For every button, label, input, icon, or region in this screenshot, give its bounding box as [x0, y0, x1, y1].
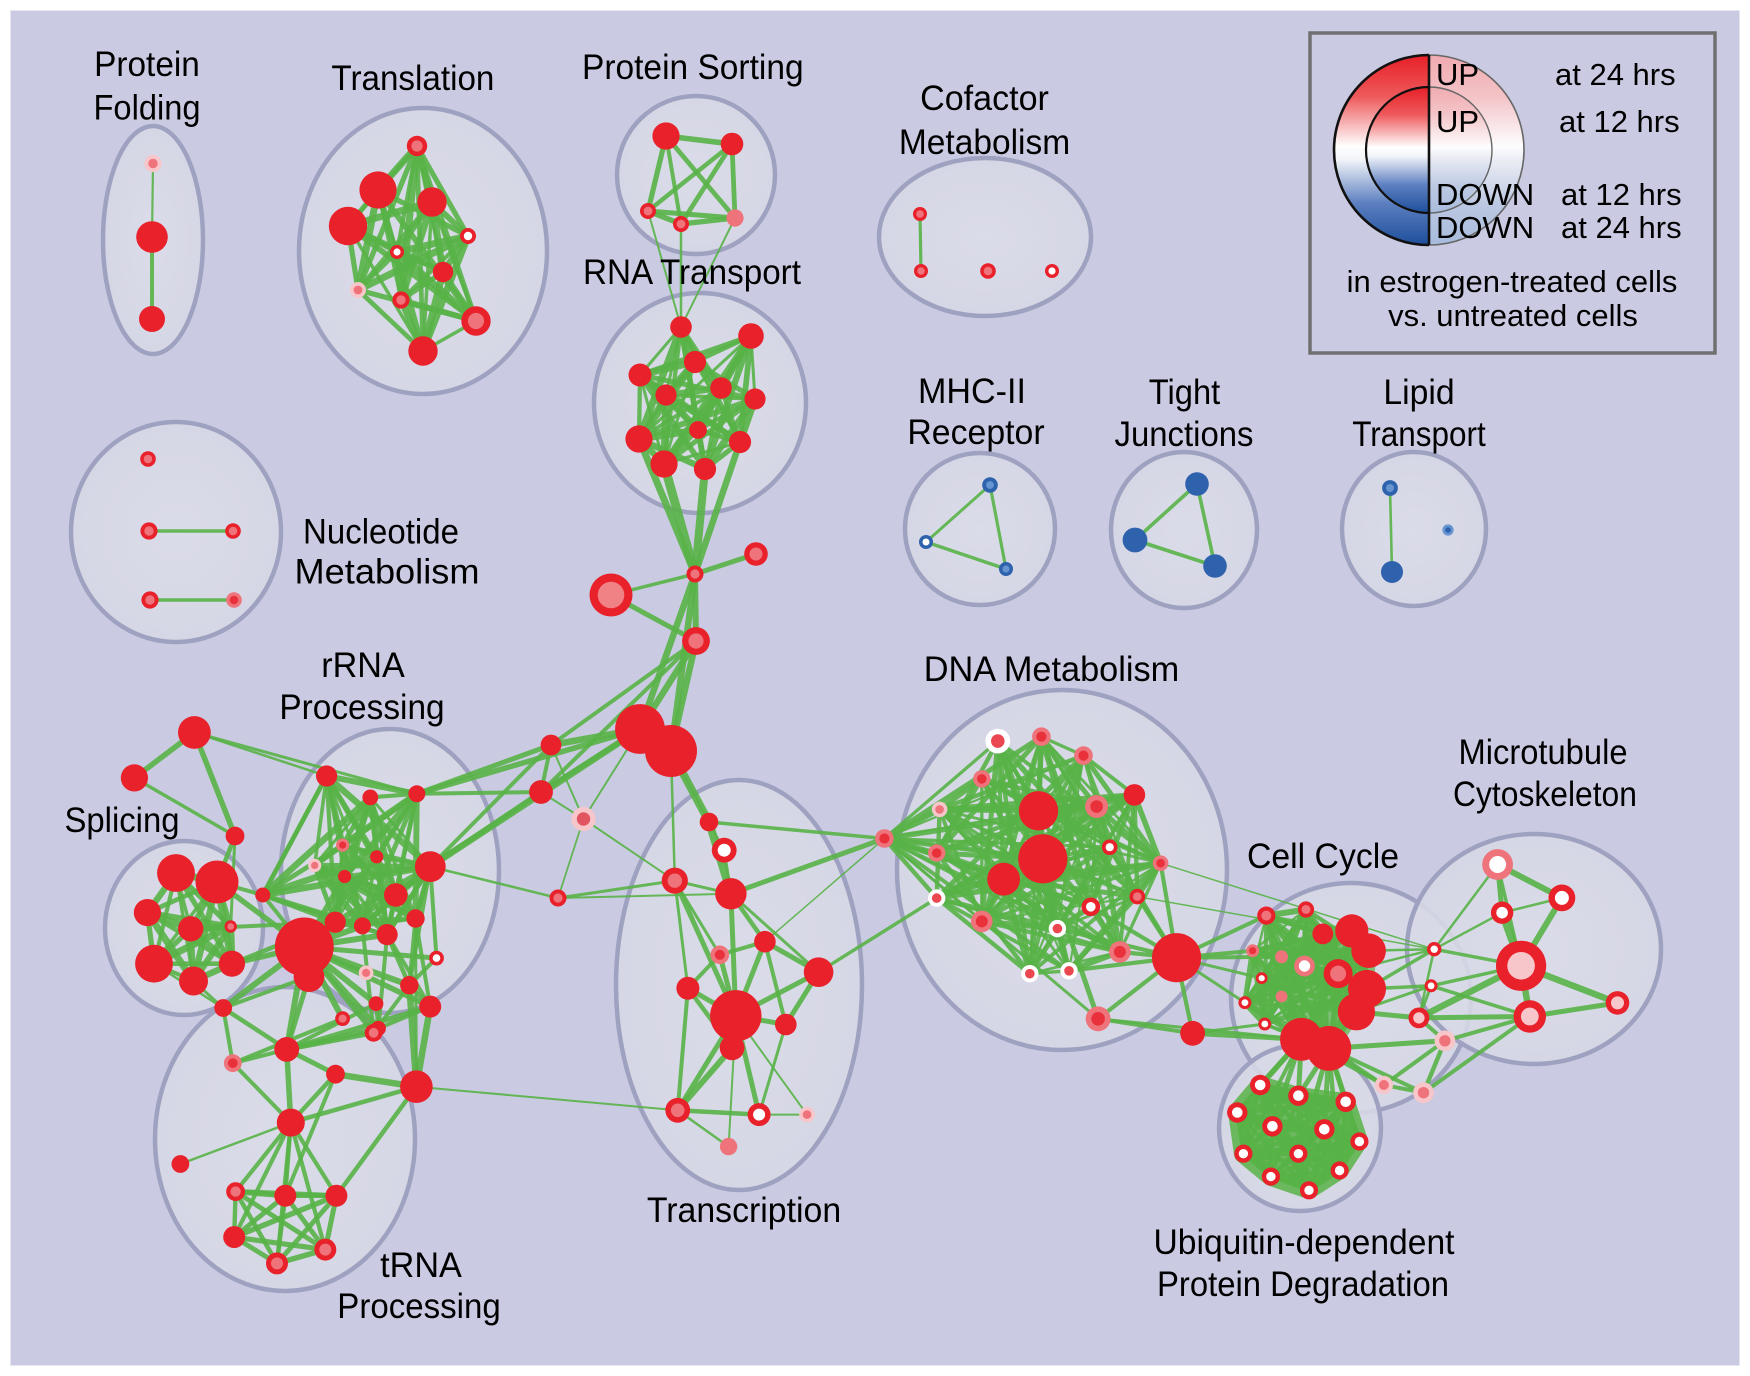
svg-text:Protein: Protein	[94, 45, 200, 84]
svg-text:Lipid: Lipid	[1383, 373, 1454, 412]
svg-text:Protein Degradation: Protein Degradation	[1157, 1265, 1449, 1304]
svg-text:in estrogen-treated cells: in estrogen-treated cells	[1347, 264, 1678, 299]
svg-text:Processing: Processing	[279, 688, 444, 727]
svg-text:DOWN: DOWN	[1436, 210, 1534, 245]
svg-text:vs. untreated cells: vs. untreated cells	[1388, 298, 1638, 333]
svg-text:at 12 hrs: at 12 hrs	[1561, 177, 1682, 212]
svg-text:Processing: Processing	[337, 1287, 500, 1326]
svg-text:Metabolism: Metabolism	[899, 123, 1070, 162]
svg-text:Splicing: Splicing	[64, 801, 179, 840]
svg-text:Translation: Translation	[331, 59, 494, 98]
svg-text:tRNA: tRNA	[380, 1246, 462, 1285]
svg-text:DNA Metabolism: DNA Metabolism	[924, 650, 1180, 689]
svg-text:Receptor: Receptor	[907, 413, 1045, 452]
svg-text:Junctions: Junctions	[1115, 415, 1254, 454]
svg-text:Folding: Folding	[94, 88, 201, 127]
svg-text:UP: UP	[1436, 104, 1479, 139]
svg-text:Microtubule: Microtubule	[1458, 733, 1627, 772]
svg-text:Tight: Tight	[1149, 373, 1221, 412]
svg-text:Cell Cycle: Cell Cycle	[1247, 837, 1399, 876]
svg-text:at 24 hrs: at 24 hrs	[1555, 57, 1676, 92]
svg-text:UP: UP	[1436, 57, 1479, 92]
svg-text:DOWN: DOWN	[1436, 177, 1534, 212]
svg-text:Nucleotide: Nucleotide	[303, 513, 459, 552]
svg-text:Cofactor: Cofactor	[920, 79, 1049, 118]
svg-text:at 12 hrs: at 12 hrs	[1559, 104, 1680, 139]
svg-text:RNA Transport: RNA Transport	[583, 253, 801, 292]
svg-text:at 24 hrs: at 24 hrs	[1561, 210, 1682, 245]
svg-text:Ubiquitin-dependent: Ubiquitin-dependent	[1154, 1223, 1455, 1262]
svg-text:Protein Sorting: Protein Sorting	[582, 48, 804, 87]
svg-text:Transport: Transport	[1352, 415, 1486, 454]
svg-text:rRNA: rRNA	[321, 646, 405, 685]
svg-text:MHC-II: MHC-II	[918, 372, 1026, 411]
svg-text:Cytoskeleton: Cytoskeleton	[1453, 775, 1637, 814]
svg-text:Metabolism: Metabolism	[295, 553, 480, 592]
svg-text:Transcription: Transcription	[647, 1191, 841, 1230]
